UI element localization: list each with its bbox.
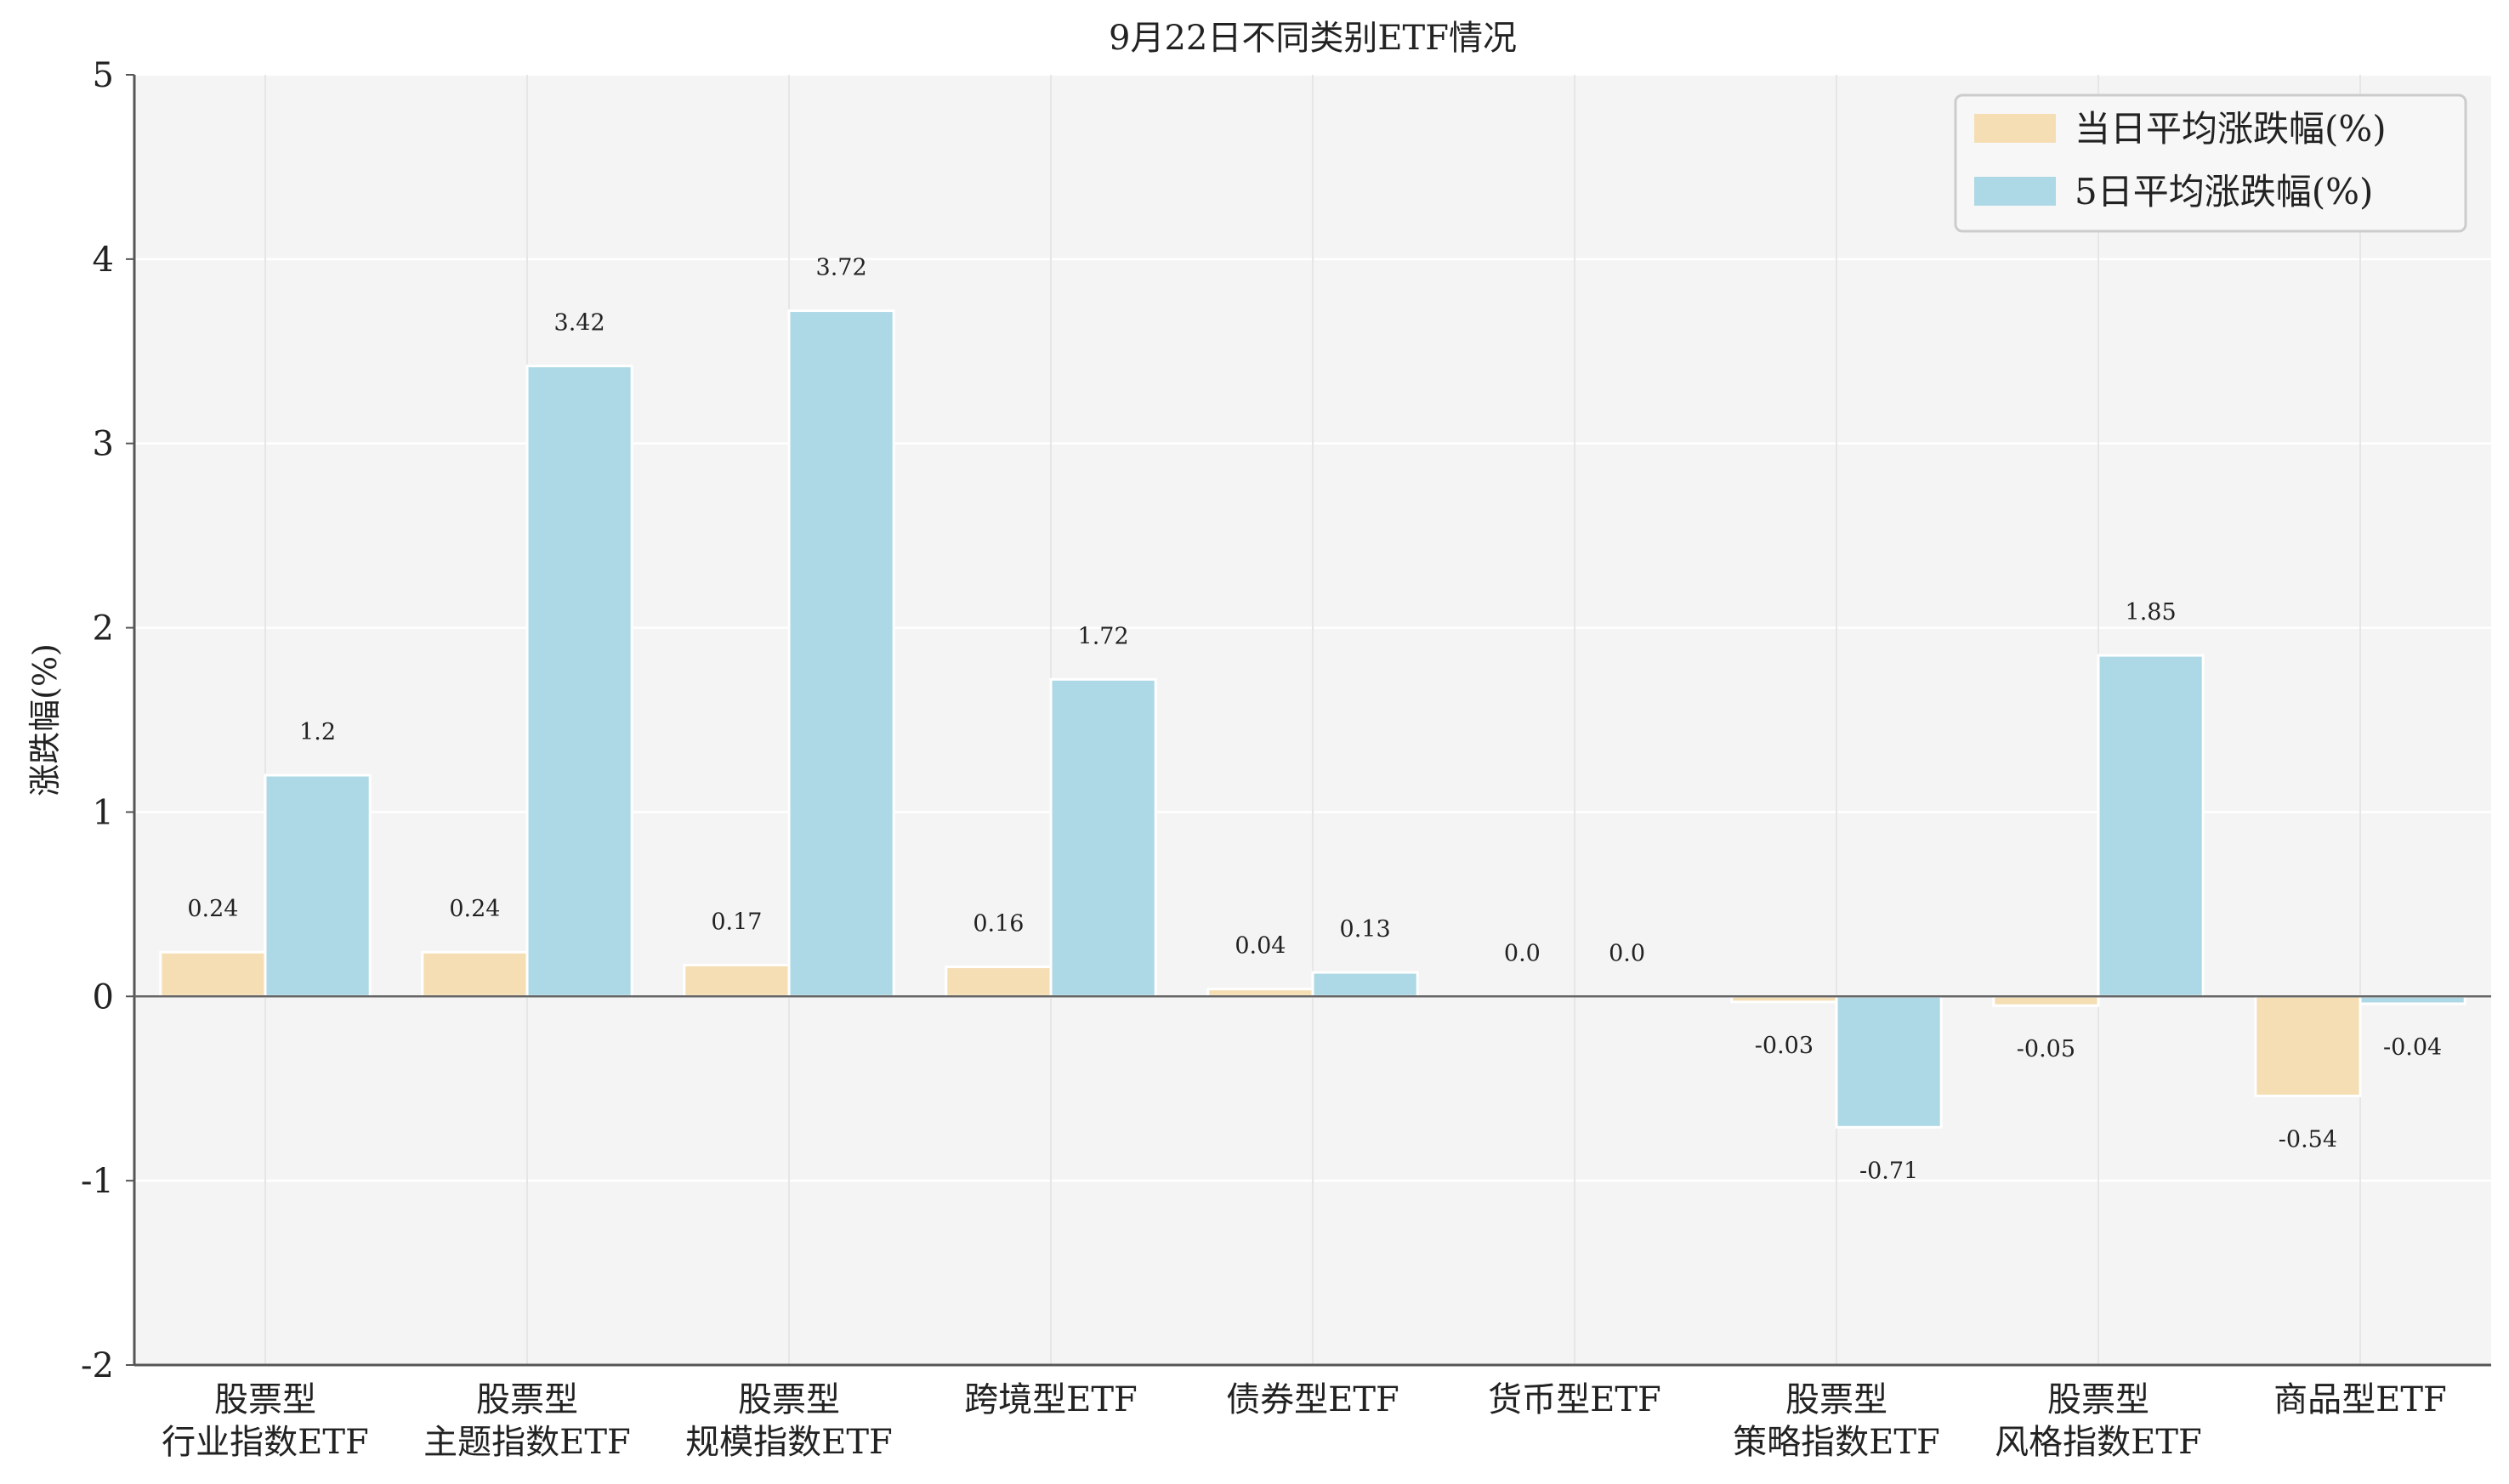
data-label-5day: 1.72 bbox=[1078, 623, 1129, 649]
bar-daily bbox=[2254, 994, 2362, 1097]
x-category-label-line: 债券型ETF bbox=[1226, 1380, 1399, 1419]
chart-title: 9月22日不同类别ETF情况 bbox=[1109, 19, 1517, 58]
bar-daily bbox=[945, 966, 1053, 998]
legend-label: 5日平均涨跌幅(%) bbox=[2075, 171, 2373, 212]
bar-5day bbox=[1835, 994, 1943, 1129]
data-label-daily: 0.04 bbox=[1235, 933, 1286, 960]
bar-5day bbox=[2097, 654, 2205, 998]
axes bbox=[133, 75, 2491, 1367]
bar-daily bbox=[683, 963, 791, 998]
y-tick-label: 2 bbox=[93, 609, 114, 649]
x-category-label-line: 风格指数ETF bbox=[1995, 1423, 2202, 1462]
x-category-label-line: 股票型 bbox=[2047, 1380, 2149, 1419]
bar-5day bbox=[2359, 994, 2466, 1005]
bar-daily bbox=[1206, 988, 1314, 998]
y-tick-label: 4 bbox=[93, 241, 114, 280]
bar-5day bbox=[787, 309, 895, 998]
legend-swatch bbox=[1974, 114, 2056, 143]
bar-5day bbox=[1311, 971, 1419, 998]
x-category-label: 货币型ETF bbox=[1488, 1380, 1661, 1419]
legend-label: 当日平均涨跌幅(%) bbox=[2075, 108, 2387, 150]
data-label-daily: 0.24 bbox=[449, 896, 500, 922]
x-category-label-line: 行业指数ETF bbox=[162, 1423, 369, 1462]
bar-5day bbox=[1049, 677, 1157, 998]
data-labels: 0.24 0.24 0.17 0.16 0.04 0.0 -0.03 -0.05 -0.54 1.… bbox=[187, 255, 2442, 1185]
y-tick-label: 3 bbox=[93, 425, 114, 464]
data-label-5day: 0.0 bbox=[1609, 940, 1645, 966]
data-label-5day: 3.72 bbox=[816, 255, 867, 281]
x-category-label: 股票型规模指数ETF bbox=[685, 1380, 893, 1462]
legend-swatch bbox=[1974, 177, 2056, 206]
data-label-daily: 0.24 bbox=[187, 896, 238, 922]
x-category-label-line: 主题指数ETF bbox=[423, 1423, 631, 1462]
y-tick-label: -2 bbox=[81, 1346, 114, 1385]
x-category-label-line: 股票型 bbox=[1785, 1380, 1887, 1419]
x-category-label-line: 跨境型ETF bbox=[964, 1380, 1138, 1419]
x-category-label-line: 规模指数ETF bbox=[685, 1423, 893, 1462]
y-tick-labels: -2 -1 0 1 2 3 4 5 bbox=[81, 56, 134, 1385]
x-category-label-line: 股票型 bbox=[738, 1380, 840, 1419]
x-category-label: 股票型主题指数ETF bbox=[423, 1380, 631, 1462]
data-label-daily: 0.0 bbox=[1504, 940, 1541, 966]
x-category-label: 债券型ETF bbox=[1226, 1380, 1399, 1419]
data-label-5day: 3.42 bbox=[554, 310, 605, 337]
x-category-label-line: 商品型ETF bbox=[2273, 1380, 2447, 1419]
x-category-label-line: 货币型ETF bbox=[1488, 1380, 1661, 1419]
data-label-5day: 0.13 bbox=[1340, 916, 1391, 943]
legend: 当日平均涨跌幅(%) 5日平均涨跌幅(%) bbox=[1954, 93, 2467, 233]
x-category-label: 股票型风格指数ETF bbox=[1995, 1380, 2202, 1462]
bar-daily bbox=[421, 950, 529, 998]
data-label-daily: 0.17 bbox=[711, 909, 762, 935]
x-category-label: 跨境型ETF bbox=[964, 1380, 1138, 1419]
x-category-label: 股票型行业指数ETF bbox=[162, 1380, 369, 1462]
x-category-label-line: 股票型 bbox=[214, 1380, 316, 1419]
data-label-5day: -0.04 bbox=[2383, 1034, 2442, 1061]
x-category-label-line: 股票型 bbox=[476, 1380, 578, 1419]
bar-5day bbox=[264, 773, 372, 998]
x-category-label-line: 策略指数ETF bbox=[1733, 1423, 1940, 1462]
bar-daily bbox=[159, 950, 267, 998]
y-tick-label: 5 bbox=[93, 56, 114, 95]
bars bbox=[159, 309, 2466, 1129]
data-label-daily: 0.16 bbox=[973, 911, 1024, 937]
y-axis-label: 涨跌幅(%) bbox=[26, 643, 64, 796]
data-label-daily: -0.05 bbox=[2017, 1036, 2075, 1062]
x-category-label: 商品型ETF bbox=[2273, 1380, 2447, 1419]
bar-5day bbox=[525, 365, 633, 998]
data-label-daily: -0.03 bbox=[1755, 1033, 1814, 1059]
data-label-5day: -0.71 bbox=[1859, 1158, 1918, 1184]
bar-daily bbox=[1992, 994, 2100, 1007]
y-tick-label: 1 bbox=[93, 793, 114, 832]
data-label-daily: -0.54 bbox=[2279, 1126, 2337, 1153]
y-tick-label: 0 bbox=[93, 977, 114, 1017]
data-label-5day: 1.2 bbox=[299, 719, 336, 745]
data-label-5day: 1.85 bbox=[2126, 599, 2177, 626]
y-tick-label: -1 bbox=[81, 1162, 114, 1201]
legend-box bbox=[1954, 93, 2467, 233]
x-category-label: 股票型策略指数ETF bbox=[1733, 1380, 1940, 1462]
